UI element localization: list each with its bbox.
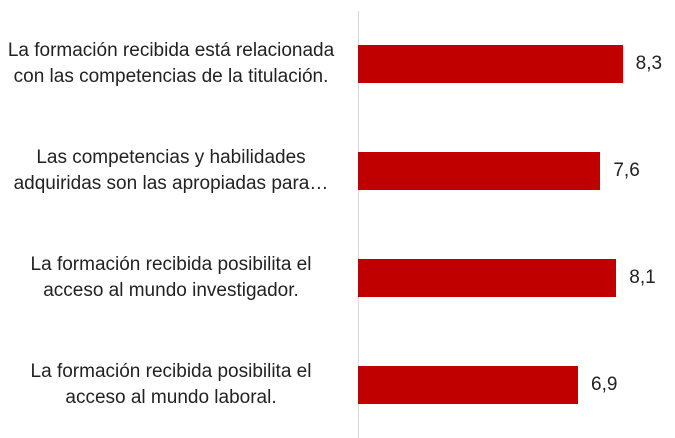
bar [358,258,617,297]
data-label: 8,1 [629,266,656,288]
category-label: La formación recibida posibilita el acce… [30,253,312,301]
category-label: La formación recibida posibilita el acce… [30,360,312,408]
data-label: 7,6 [613,160,640,182]
bar [358,45,623,84]
data-label: 8,3 [635,53,663,75]
bar [358,365,579,404]
axis-line [357,11,359,438]
bar [358,152,601,191]
category-label: La formación recibida está relacionada c… [7,40,335,88]
category-label: Las competencias y habilidades adquirida… [13,147,329,195]
data-label: 6,9 [591,373,618,395]
